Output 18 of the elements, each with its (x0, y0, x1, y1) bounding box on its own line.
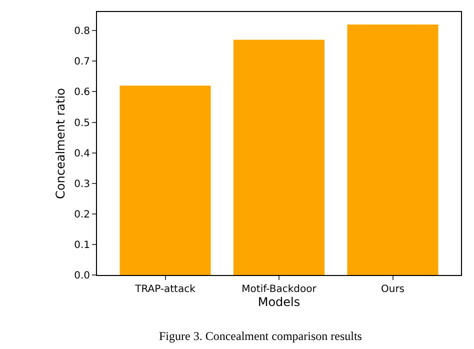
bar (120, 86, 211, 275)
y-tick-label: 0.7 (74, 56, 90, 68)
y-tick-label: 0.0 (74, 270, 90, 282)
x-tick-label: TRAP-attack (134, 284, 196, 295)
bar (234, 40, 324, 275)
y-tick-label: 0.4 (74, 148, 90, 160)
caption: Figure 3. Concealment comparison results (159, 329, 362, 343)
y-tick-label: 0.6 (74, 87, 90, 98)
y-tick-label: 0.2 (74, 209, 90, 220)
y-tick-label: 0.3 (74, 178, 90, 190)
y-tick-label: 0.5 (74, 118, 90, 129)
x-tick-label: Ours (380, 284, 405, 295)
x-tick-label: Motif-Backdoor (242, 284, 318, 295)
y-tick-label: 0.1 (74, 240, 90, 251)
x-axis-title: Models (258, 295, 300, 309)
bar (347, 24, 438, 275)
y-tick-label: 0.8 (74, 26, 90, 38)
y-axis-title: Concealment ratio (53, 88, 68, 199)
